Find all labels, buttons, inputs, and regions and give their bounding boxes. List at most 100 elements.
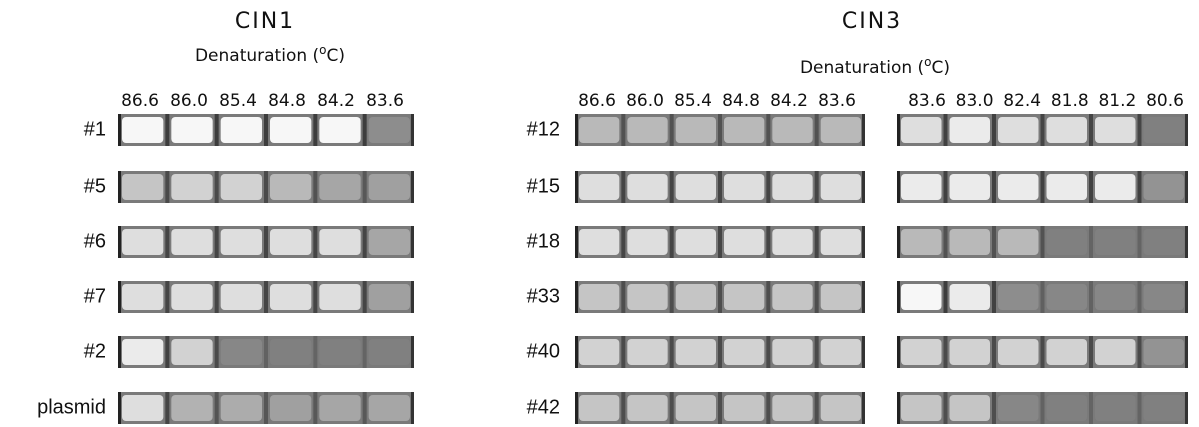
lane-separator [215,392,219,424]
strip-edge-right [411,392,414,424]
lane-separator [264,171,268,203]
strip-edge-left [897,114,900,146]
gel-band [270,117,311,143]
lane-separator [313,336,317,368]
gel-band [579,395,619,421]
lane-separator [718,281,722,313]
gel-band [627,395,667,421]
strip-edge-right [862,226,865,258]
gel-band [998,229,1039,255]
lane-separator [670,281,674,313]
lane-separator [944,336,948,368]
strip-edge-left [575,171,578,203]
gel-band [998,339,1039,365]
strip-edge-right [411,336,414,368]
gel-band [122,229,163,255]
lane-separator [1089,281,1093,313]
gel-band [901,229,942,255]
lane-separator [165,392,169,424]
gel-band [221,229,262,255]
lane-separator [1089,336,1093,368]
lane-separator [215,114,219,146]
temperature-label: 81.2 [1098,91,1136,111]
row-label: #15 [527,175,560,197]
strip-edge-left [118,392,121,424]
temperature-label: 83.6 [818,91,856,111]
lane-separator [215,226,219,258]
gel-band [369,174,410,200]
temperature-label: 84.8 [268,91,306,111]
gel-band [122,339,163,365]
lane-separator [992,226,996,258]
strip-edge-left [897,336,900,368]
gel-band [676,229,716,255]
gel-band [998,395,1039,421]
lane-separator [944,392,948,424]
gel-band [319,229,360,255]
lane-separator [718,226,722,258]
gel-band [319,395,360,421]
axis-label-part: Denaturation ( [800,58,924,78]
axis-label-part: o [319,43,326,57]
gel-band [676,284,716,310]
lane-separator [815,114,819,146]
gel-band [1047,284,1088,310]
gel-band [1144,174,1185,200]
gel-band [369,284,410,310]
lane-separator [992,281,996,313]
gel-band [950,395,991,421]
lane-separator [363,392,367,424]
gel-band [579,339,619,365]
gel-band [998,117,1039,143]
row-label: #1 [84,118,106,140]
lane-separator [1138,114,1142,146]
lane-separator [1041,392,1045,424]
strip-edge-right [411,226,414,258]
lane-separator [313,226,317,258]
strip-edge-left [575,226,578,258]
lane-separator [1138,281,1142,313]
strip-edge-left [118,336,121,368]
lane-separator [621,114,625,146]
gel-band [724,117,764,143]
lane-separator [815,171,819,203]
gel-band [270,284,311,310]
strip-edge-left [897,226,900,258]
gel-band [1047,117,1088,143]
lane-separator [1138,226,1142,258]
lane-separator [264,114,268,146]
lane-separator [670,226,674,258]
strip-edge-right [411,171,414,203]
temperature-label: 83.0 [956,91,994,111]
gel-band [221,284,262,310]
strip-edge-left [575,281,578,313]
lane-separator [363,336,367,368]
lane-separator [1089,171,1093,203]
temperature-label: 84.8 [722,91,760,111]
strip-edge-right [862,336,865,368]
gel-band [270,174,311,200]
gel-band [901,395,942,421]
gel-band [724,174,764,200]
strip-edge-left [118,114,121,146]
lane-separator [363,281,367,313]
row-label: #5 [84,175,106,197]
row-label: #40 [527,340,560,362]
lane-separator [766,281,770,313]
gel-band [950,229,991,255]
strip-edge-right [411,281,414,313]
lane-separator [621,281,625,313]
row-label: plasmid [37,396,106,418]
row-label: #6 [84,230,106,252]
lane-separator [264,281,268,313]
gel-band [821,174,861,200]
strip-edge-right [1185,392,1188,424]
lane-separator [1089,226,1093,258]
lane-separator [1041,114,1045,146]
lane-separator [363,114,367,146]
gel-band [1047,174,1088,200]
gel-band [950,339,991,365]
strip-edge-right [1185,226,1188,258]
lane-separator [1041,336,1045,368]
strip-edge-left [575,114,578,146]
